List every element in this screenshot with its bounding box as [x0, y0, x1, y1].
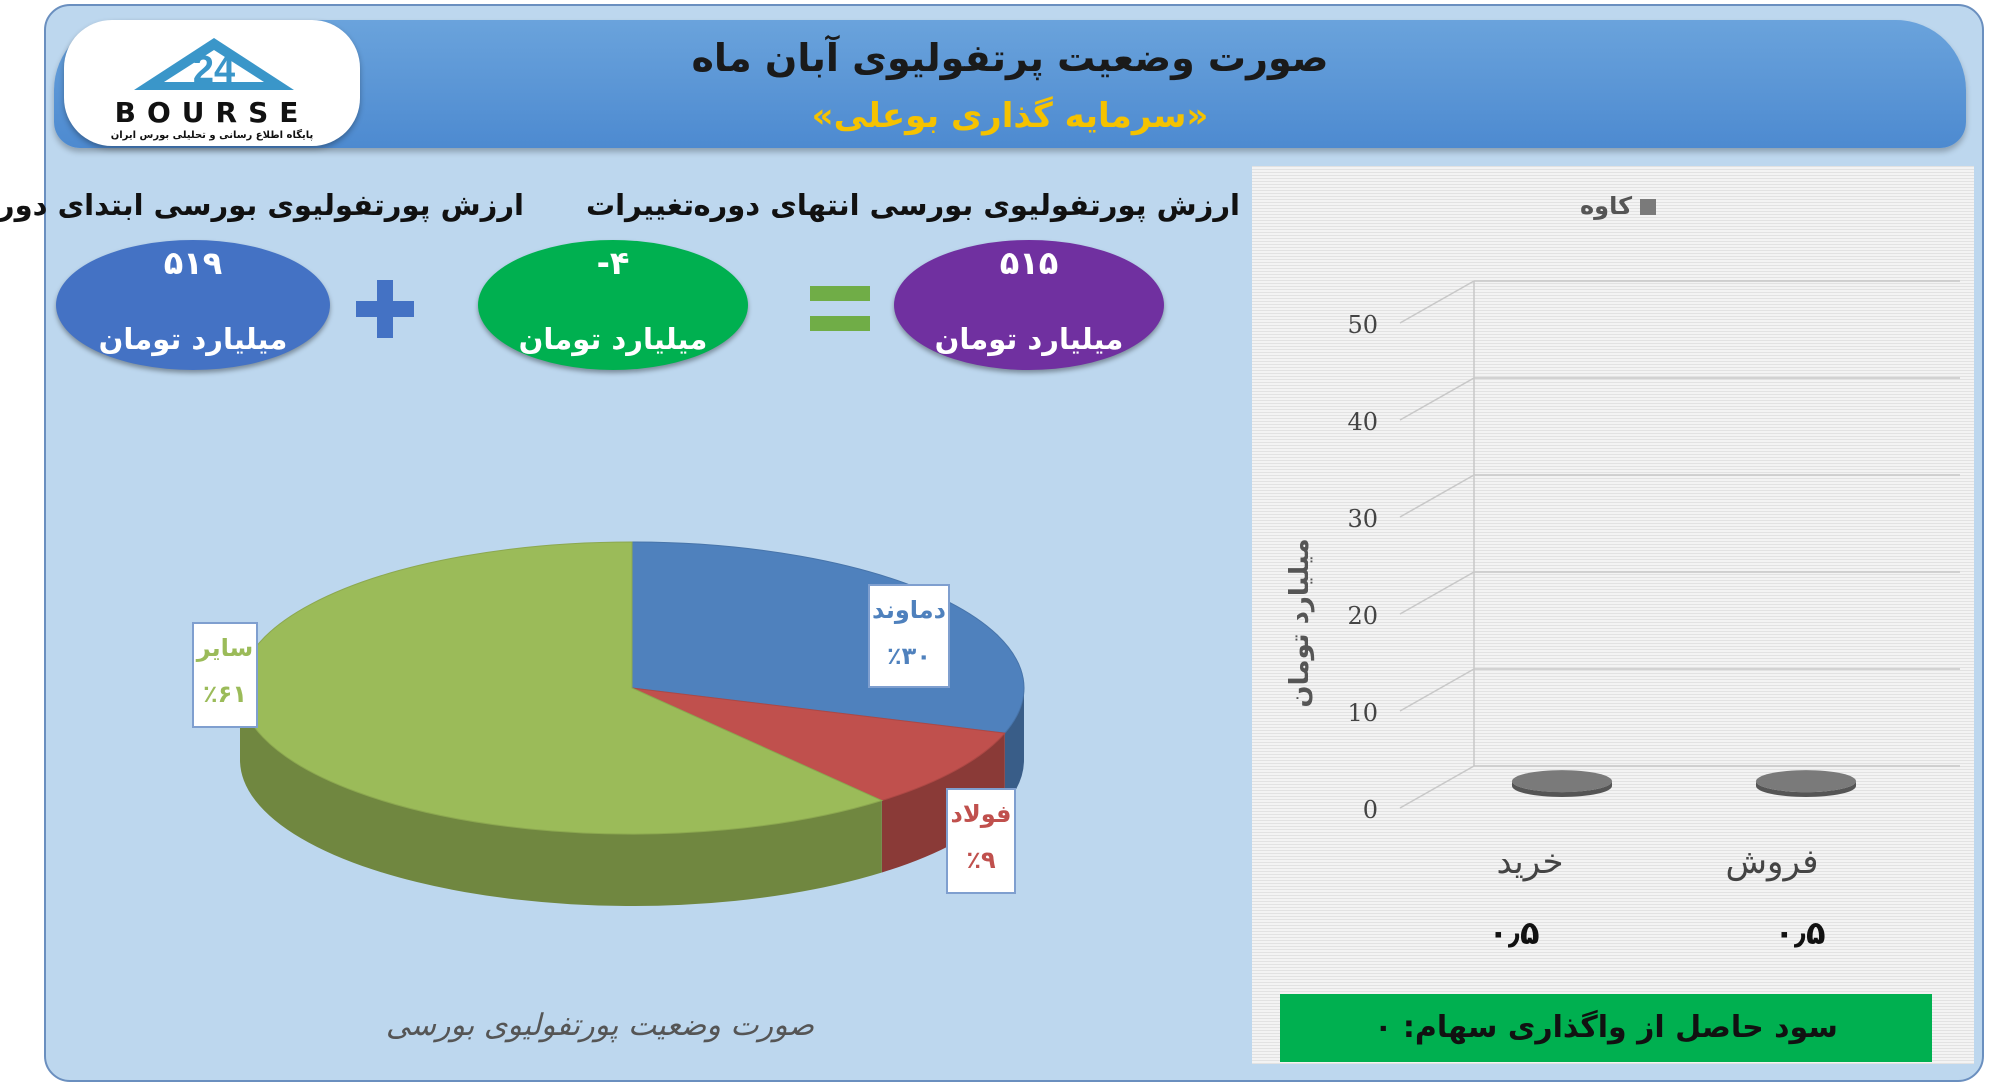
start-value: ۵۱۹ [163, 244, 223, 282]
pie-slice-side [881, 733, 1005, 873]
grid-line [1399, 765, 1475, 809]
slice-label-damavand: دماوند [872, 596, 946, 624]
grid-line [1399, 668, 1475, 712]
change-value-oval: -۴ میلیارد تومان [478, 240, 748, 370]
value-label-buy: ۰٫۵ [1488, 914, 1540, 952]
header-banner: صورت وضعیت پرتفولیوی آبان ماه «سرمایه گذ… [54, 20, 1966, 148]
slice-value-other: ٪۶۱ [203, 680, 247, 708]
logo-mountain-icon: 24 [134, 38, 294, 91]
value-label-sell: ۰٫۵ [1774, 914, 1826, 952]
slice-callout-other: سایر ٪۶۱ [192, 622, 258, 728]
bourse-logo: 24 BOURSE پایگاه اطلاع رسانی و تحلیلی بو… [64, 20, 360, 146]
grid-line [1399, 474, 1475, 518]
pie-slice-side [1004, 688, 1024, 806]
grid-line [1399, 377, 1475, 421]
bar-cylinder-side [1756, 781, 1856, 797]
page-title: صورت وضعیت پرتفولیوی آبان ماه [691, 36, 1329, 80]
start-value-oval: ۵۱۹ میلیارد تومان [56, 240, 330, 370]
bar-cylinder-top [1512, 770, 1612, 793]
slice-label-other: سایر [196, 634, 254, 662]
change-label: تغییرات [585, 188, 695, 222]
slice-label-foulad: فولاد [950, 800, 1012, 828]
bar-cylinder-side [1512, 781, 1612, 797]
start-value-unit: میلیارد تومان [98, 322, 288, 356]
y-tick: 0 [1362, 796, 1378, 824]
end-value-oval: ۵۱۵ میلیارد تومان [894, 240, 1164, 370]
legend-series-name: کاوه [1580, 192, 1633, 220]
logo-tagline: پایگاه اطلاع رسانی و تحلیلی بورس ایران [110, 130, 314, 141]
bar-chart-panel [1252, 166, 1974, 1064]
start-value-label: ارزش پورتفولیوی بورسی ابتدای دوره [0, 188, 524, 222]
end-value-unit: میلیارد تومان [934, 322, 1124, 356]
category-label-buy: خرید [1496, 842, 1564, 882]
bar-cylinder-top [1756, 770, 1856, 793]
end-value-label: ارزش پورتفولیوی بورسی انتهای دوره [693, 188, 1240, 222]
pie-slice-side [240, 688, 882, 907]
grid-line [1399, 571, 1475, 615]
slice-value-foulad: ٪۹ [966, 846, 996, 874]
logo-wordmark: BOURSE [114, 96, 310, 129]
category-label-sell: فروش [1725, 842, 1819, 882]
y-tick: 20 [1347, 602, 1378, 630]
end-value: ۵۱۵ [999, 244, 1059, 282]
bar-chart-legend: کاوه [1580, 192, 1657, 220]
svg-text:24: 24 [193, 49, 235, 91]
grid-line [1399, 280, 1475, 324]
pie-chart-title: صورت وضعیت پورتفولیوی بورسی [385, 1008, 815, 1043]
legend-swatch [1640, 199, 1657, 215]
pie-slice [631, 687, 1006, 802]
slice-callout-foulad: فولاد ٪۹ [946, 788, 1016, 894]
bar-chart-y-axis-label: میلیارد تومان [1285, 538, 1315, 708]
stock-sale-profit-bar: سود حاصل از واگذاری سهام: ۰ [1280, 994, 1932, 1062]
slice-value-damavand: ٪۳۰ [887, 642, 931, 670]
y-tick: 50 [1347, 311, 1378, 339]
y-tick: 30 [1347, 505, 1378, 533]
pie-slice [239, 541, 884, 835]
page-subtitle: «سرمایه گذاری بوعلی» [811, 96, 1209, 136]
change-value-unit: میلیارد تومان [518, 322, 708, 356]
y-tick: 10 [1347, 699, 1378, 727]
slice-callout-damavand: دماوند ٪۳۰ [868, 584, 950, 688]
change-value: -۴ [596, 244, 630, 282]
equals-icon [810, 286, 870, 331]
y-tick: 40 [1347, 408, 1378, 436]
plus-icon [356, 280, 414, 338]
